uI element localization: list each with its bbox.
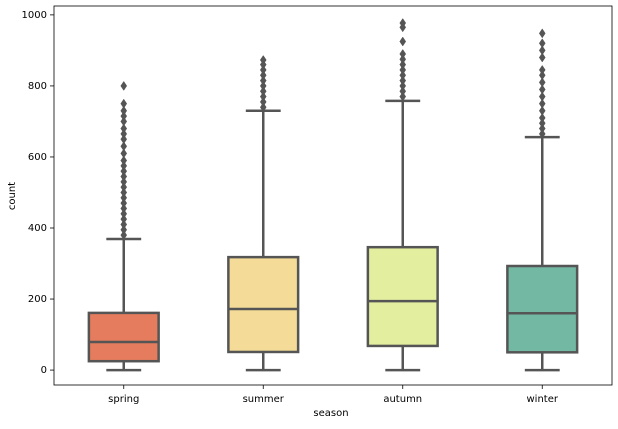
box	[227, 255, 300, 354]
outlier	[399, 54, 407, 65]
outlier	[120, 134, 128, 145]
outlier	[399, 75, 407, 86]
outlier	[538, 84, 546, 95]
y-tick-label: 1000	[22, 10, 47, 21]
outlier	[399, 91, 407, 102]
outlier	[259, 102, 267, 113]
outlier	[120, 224, 128, 235]
outlier	[120, 219, 128, 230]
outlier	[120, 98, 128, 109]
outlier	[120, 182, 128, 193]
x-tick-label: summer	[243, 394, 285, 405]
outlier	[120, 155, 128, 166]
outlier	[399, 36, 407, 47]
outlier	[538, 45, 546, 56]
outlier	[538, 52, 546, 63]
box	[506, 264, 579, 354]
outlier	[120, 214, 128, 225]
outlier	[120, 208, 128, 219]
box	[87, 311, 160, 363]
outlier	[538, 123, 546, 134]
outlier	[120, 160, 128, 171]
outlier	[399, 59, 407, 70]
outlier	[538, 28, 546, 39]
x-axis-label: season	[313, 408, 348, 419]
y-tick-label: 200	[28, 294, 47, 305]
x-tick-label: autumn	[383, 394, 422, 405]
outlier	[399, 64, 407, 75]
outlier	[120, 123, 128, 134]
x-tick-label: winter	[527, 394, 559, 405]
outlier	[120, 166, 128, 177]
outlier	[399, 86, 407, 97]
outlier	[259, 75, 267, 86]
outlier	[538, 105, 546, 116]
outlier	[399, 70, 407, 81]
outlier	[120, 192, 128, 203]
outlier	[538, 98, 546, 109]
outlier	[120, 80, 128, 91]
outlier	[120, 198, 128, 209]
y-tick-label: 400	[28, 223, 47, 234]
y-axis-label: count	[7, 182, 18, 210]
outlier	[538, 118, 546, 129]
x-tick-label: spring	[108, 394, 139, 405]
outlier	[120, 105, 128, 116]
outlier	[120, 176, 128, 187]
outlier	[538, 38, 546, 49]
outlier	[538, 70, 546, 81]
y-tick-label: 800	[28, 81, 47, 92]
outlier	[120, 148, 128, 159]
y-tick-label: 600	[28, 152, 47, 163]
outlier	[259, 86, 267, 97]
outlier	[259, 80, 267, 91]
outlier	[120, 116, 128, 127]
outlier	[120, 141, 128, 152]
outlier	[259, 64, 267, 75]
outlier	[399, 80, 407, 91]
outlier	[120, 230, 128, 241]
outlier	[259, 91, 267, 102]
outlier	[120, 111, 128, 122]
outlier	[120, 203, 128, 214]
outlier	[259, 70, 267, 81]
outlier	[538, 77, 546, 88]
outlier	[120, 187, 128, 198]
outlier	[120, 171, 128, 182]
outlier	[399, 18, 407, 29]
outlier	[538, 64, 546, 75]
outlier	[259, 96, 267, 107]
outlier	[259, 55, 267, 65]
outlier	[538, 128, 546, 139]
outlier	[538, 112, 546, 123]
outlier	[538, 91, 546, 102]
outlier	[399, 49, 407, 59]
outlier	[120, 128, 128, 139]
y-tick-label: 0	[41, 365, 47, 376]
box	[366, 245, 439, 348]
